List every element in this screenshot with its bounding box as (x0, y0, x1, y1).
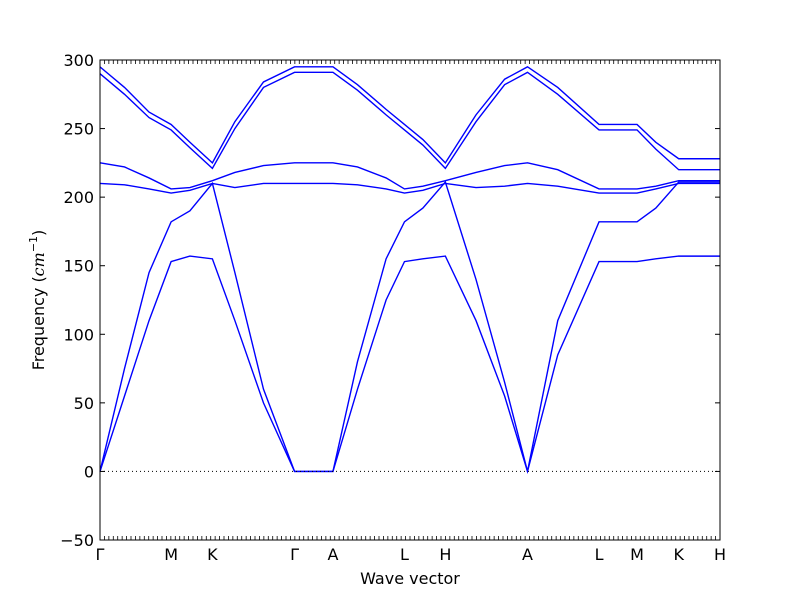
y-tick-label: 50 (74, 394, 94, 413)
x-tick-label: H (714, 545, 726, 564)
y-tick-label: 250 (63, 120, 94, 139)
band-line-1 (99, 255, 720, 475)
x-tick-label: A (327, 545, 338, 564)
x-tick-label: M (630, 545, 644, 564)
band-line-6 (99, 66, 720, 164)
band-line-2 (99, 180, 720, 473)
y-tick-label: 150 (63, 257, 94, 276)
x-axis-label: Wave vector (360, 569, 460, 588)
y-axis-label-exp: −1 (27, 236, 40, 252)
y-tick-label: −50 (60, 531, 94, 550)
y-axis-label: Frequency (cm−1) (27, 230, 48, 371)
plot-frame (99, 59, 721, 541)
x-tick-label: A (522, 545, 533, 564)
y-axis-label-main: Frequency ( (29, 276, 48, 370)
x-tick-label: Γ (290, 545, 299, 564)
y-axis-ticks: −50 0 50 100 150 200 250 300 (60, 51, 720, 550)
plot-lines (99, 66, 720, 475)
band-line-5 (99, 71, 720, 171)
x-tick-label: L (400, 545, 409, 564)
band-line-4 (99, 162, 720, 190)
x-tick-label: H (439, 545, 451, 564)
y-tick-label: 0 (84, 462, 94, 481)
y-tick-label: 200 (63, 188, 94, 207)
x-tick-label: K (207, 545, 218, 564)
y-tick-label: 300 (63, 51, 94, 70)
x-tick-label: Γ (96, 545, 105, 564)
x-tick-label: L (595, 545, 604, 564)
x-tick-label: K (673, 545, 684, 564)
x-tick-label: M (164, 545, 178, 564)
y-axis-label-unit: cm (29, 252, 48, 276)
y-tick-label: 100 (63, 325, 94, 344)
band-line-3 (99, 182, 720, 194)
y-axis-label-close: ) (29, 230, 48, 236)
